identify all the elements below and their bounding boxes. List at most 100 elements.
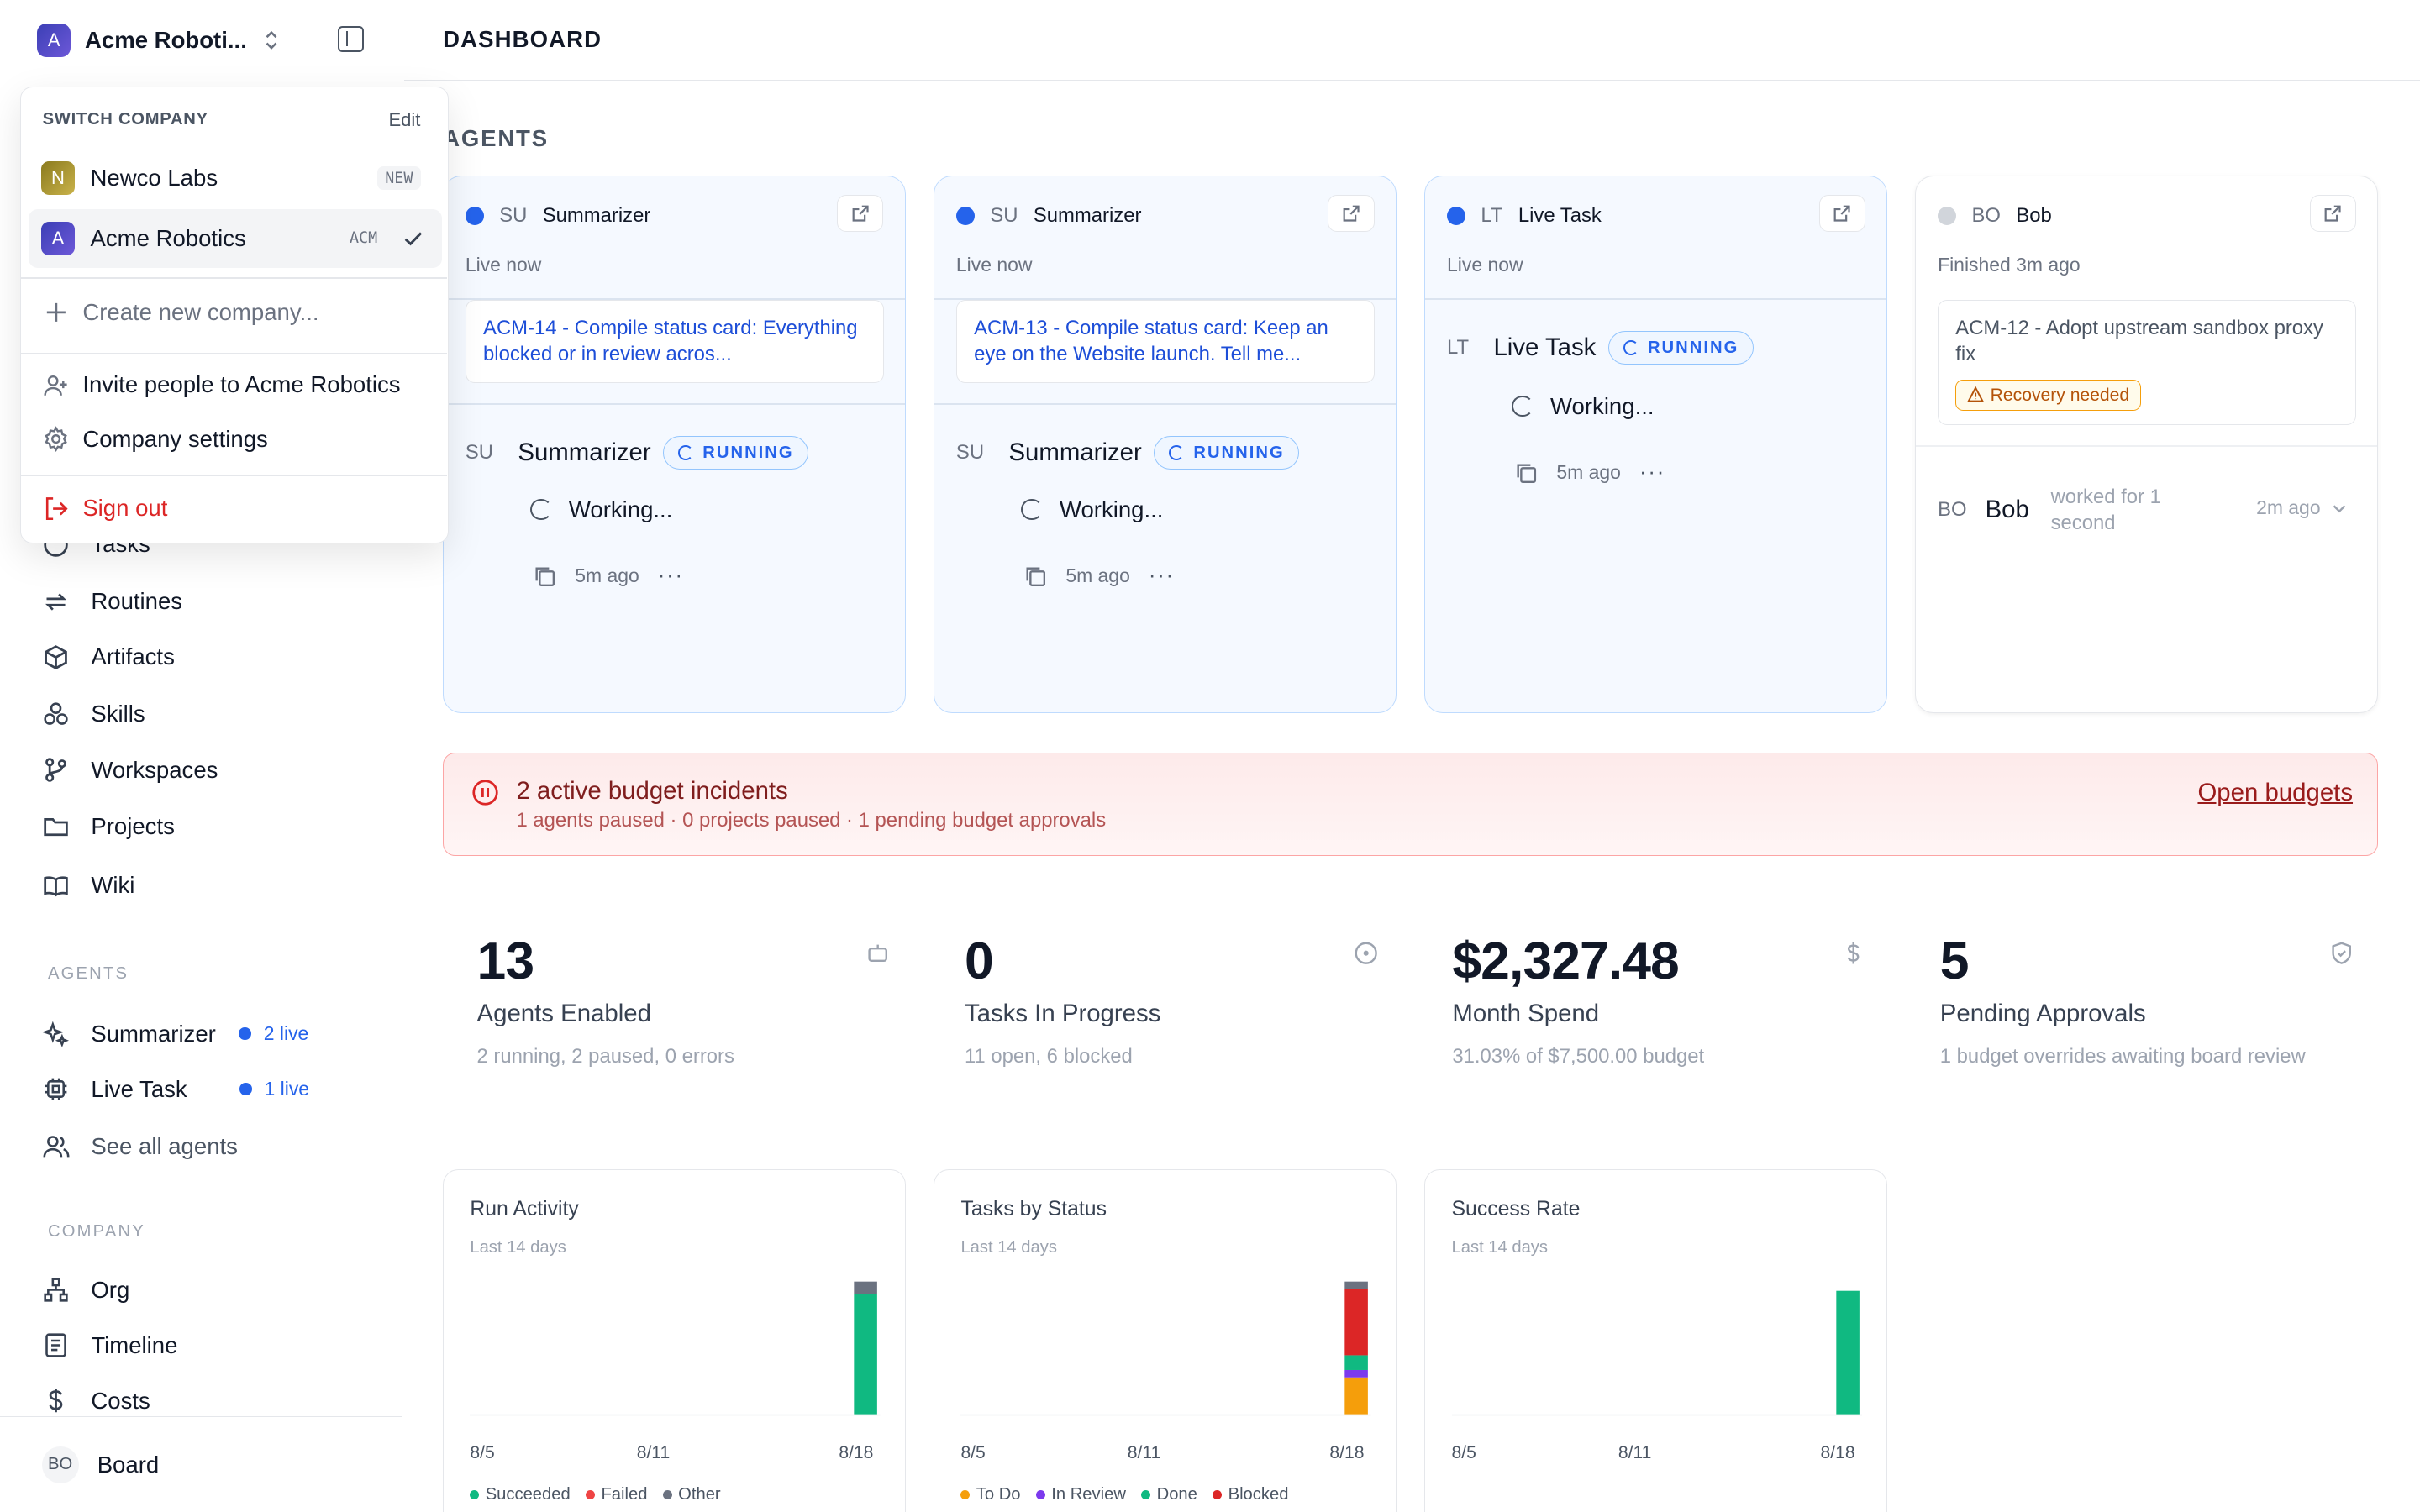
users-icon [40,1131,71,1162]
company-settings-button[interactable]: Company settings [43,425,268,453]
sidebar-item-label: Summarizer [91,1020,216,1047]
metric-label: Pending Approvals [1939,1000,2146,1028]
agent-name: Summarizer [1033,204,1142,228]
run-description: worked for 1 second [2050,485,2161,535]
external-link-icon[interactable] [837,195,884,233]
sidebar-item-costs[interactable]: Costs [40,1385,150,1416]
chart-subtitle: Last 14 days [960,1238,1057,1257]
avatar: BO [41,1446,79,1483]
bar-8-18-series-4 [1344,1281,1369,1289]
bar-8-18-series-1 [1344,1369,1369,1378]
copy-icon[interactable] [534,565,555,587]
gear-icon [43,425,71,453]
sidebar-item-label: Projects [91,813,175,840]
x-tick-label: 8/18 [1329,1443,1365,1463]
live-status-dot [465,207,484,226]
company-logo: A [37,23,71,57]
running-badge: RUNNING [1608,331,1754,365]
x-tick-label: 8/11 [1127,1443,1161,1463]
success-rate-chart [1451,1290,1863,1416]
chart-subtitle: Last 14 days [470,1238,566,1257]
run-meta: 5m ago ··· [1024,564,1175,588]
task-link[interactable]: ACM-14 - Compile status card: Everything… [465,300,884,384]
company-option-name: Newco Labs [90,165,218,192]
sidebar-item-routines[interactable]: Routines [40,586,182,617]
running-badge: RUNNING [1154,435,1300,470]
company-switcher-trigger[interactable]: A Acme Roboti... [0,0,402,81]
legend-item-blocked: Blocked [1213,1485,1288,1504]
task-link[interactable]: ACM-13 - Compile status card: Keep an ey… [955,300,1375,384]
sidebar-item-label: See all agents [91,1132,238,1159]
agent-card-bob[interactable]: BO Bob Finished 3m ago ACM-12 - Adopt up… [1915,176,2379,713]
collapse-sidebar-icon[interactable] [338,26,365,53]
live-status-dot [1447,207,1466,226]
create-company-button[interactable]: Create new company... [43,298,319,326]
user-menu[interactable]: BO Board [0,1416,403,1512]
plus-icon [43,298,71,326]
agents-section-heading: AGENTS [443,124,549,151]
sidebar-item-org[interactable]: Org [40,1274,129,1305]
external-link-icon[interactable] [1818,195,1865,233]
agent-initials: SU [499,204,528,228]
incidents-title: 2 active budget incidents [516,776,788,805]
sidebar-item-workspaces[interactable]: Workspaces [40,754,218,785]
run-row: SU Summarizer RUNNING [956,435,1300,470]
sidebar-item-label: Wiki [91,872,135,899]
run-agent-name: Summarizer [518,438,651,467]
agent-initials: LT [1481,204,1503,228]
working-status: Working... [529,496,672,523]
external-link-icon[interactable] [1328,195,1375,233]
metric-pending-approvals[interactable]: 5 Pending Approvals 1 budget overrides a… [1906,922,2354,1123]
copy-icon[interactable] [1515,462,1537,484]
legend-item-done: Done [1141,1485,1197,1504]
circle-dot-icon [1355,942,1377,965]
see-all-agents-link[interactable]: See all agents [40,1131,238,1162]
agent-card-summarizer-2[interactable]: SU Summarizer Live now ACM-13 - Compile … [934,176,1397,713]
agent-card-summarizer[interactable]: SU Summarizer Live now ACM-14 - Compile … [443,176,907,713]
metric-agents-enabled[interactable]: 13 Agents Enabled 2 running, 2 paused, 0… [443,922,891,1123]
agent-initials: SU [990,204,1018,228]
agent-status-text: Live now [465,254,542,276]
metric-tasks-in-progress[interactable]: 0 Tasks In Progress 11 open, 6 blocked [931,922,1379,1123]
metric-month-spend[interactable]: $2,327.48 Month Spend 31.03% of $7,500.0… [1418,922,1866,1123]
chevron-down-icon[interactable] [2330,499,2349,517]
agent-status-text: Live now [1447,254,1523,276]
agent-initials: BO [1971,204,2001,228]
chart-title: Run Activity [470,1198,579,1221]
x-tick-label: 8/11 [1618,1443,1652,1463]
more-icon[interactable]: ··· [1148,564,1176,588]
copy-icon[interactable] [1024,565,1046,587]
sidebar-item-projects[interactable]: Projects [40,811,175,843]
sidebar-item-artifacts[interactable]: Artifacts [40,642,175,673]
run-time: 2m ago [2256,496,2321,518]
list-icon [40,1330,71,1361]
more-icon[interactable]: ··· [657,564,684,588]
agent-card-header: BO Bob [1938,204,2052,228]
more-icon[interactable]: ··· [1639,460,1666,485]
metric-label: Agents Enabled [476,1000,651,1028]
open-budgets-link[interactable]: Open budgets [2197,778,2354,806]
task-link[interactable]: ACM-12 - Adopt upstream sandbox proxy fi… [1938,300,2356,426]
company-option-acme[interactable]: A Acme Robotics ACM [29,208,443,268]
sign-out-button[interactable]: Sign out [43,495,167,522]
edit-companies-link[interactable]: Edit [388,108,421,130]
run-row[interactable]: BO Bob worked for 1 second 2m ago [1938,484,2354,536]
sidebar-item-timeline[interactable]: Timeline [40,1330,177,1361]
sidebar-item-live-task[interactable]: Live Task 1 live [40,1074,309,1105]
agent-card-live-task[interactable]: LT Live Task Live now LT Live Task RUNNI… [1424,176,1888,713]
external-link-icon[interactable] [2309,195,2356,233]
agent-name: Bob [2016,204,2052,228]
sidebar-item-skills[interactable]: Skills [40,699,145,730]
sidebar-item-wiki[interactable]: Wiki [40,870,135,901]
company-option-newco[interactable]: N Newco Labs NEW [29,149,442,207]
sidebar-item-label: Artifacts [91,643,175,670]
company-name: Acme Roboti... [85,26,247,53]
pause-circle-icon [472,780,498,806]
sidebar-item-summarizer[interactable]: Summarizer 2 live [40,1018,308,1049]
legend-item-other: Other [662,1485,721,1504]
invite-people-button[interactable]: Invite people to Acme Robotics [43,371,401,399]
user-label: Board [97,1451,160,1478]
org-chart-icon [40,1274,71,1305]
legend-item-to-do: To Do [960,1485,1021,1504]
